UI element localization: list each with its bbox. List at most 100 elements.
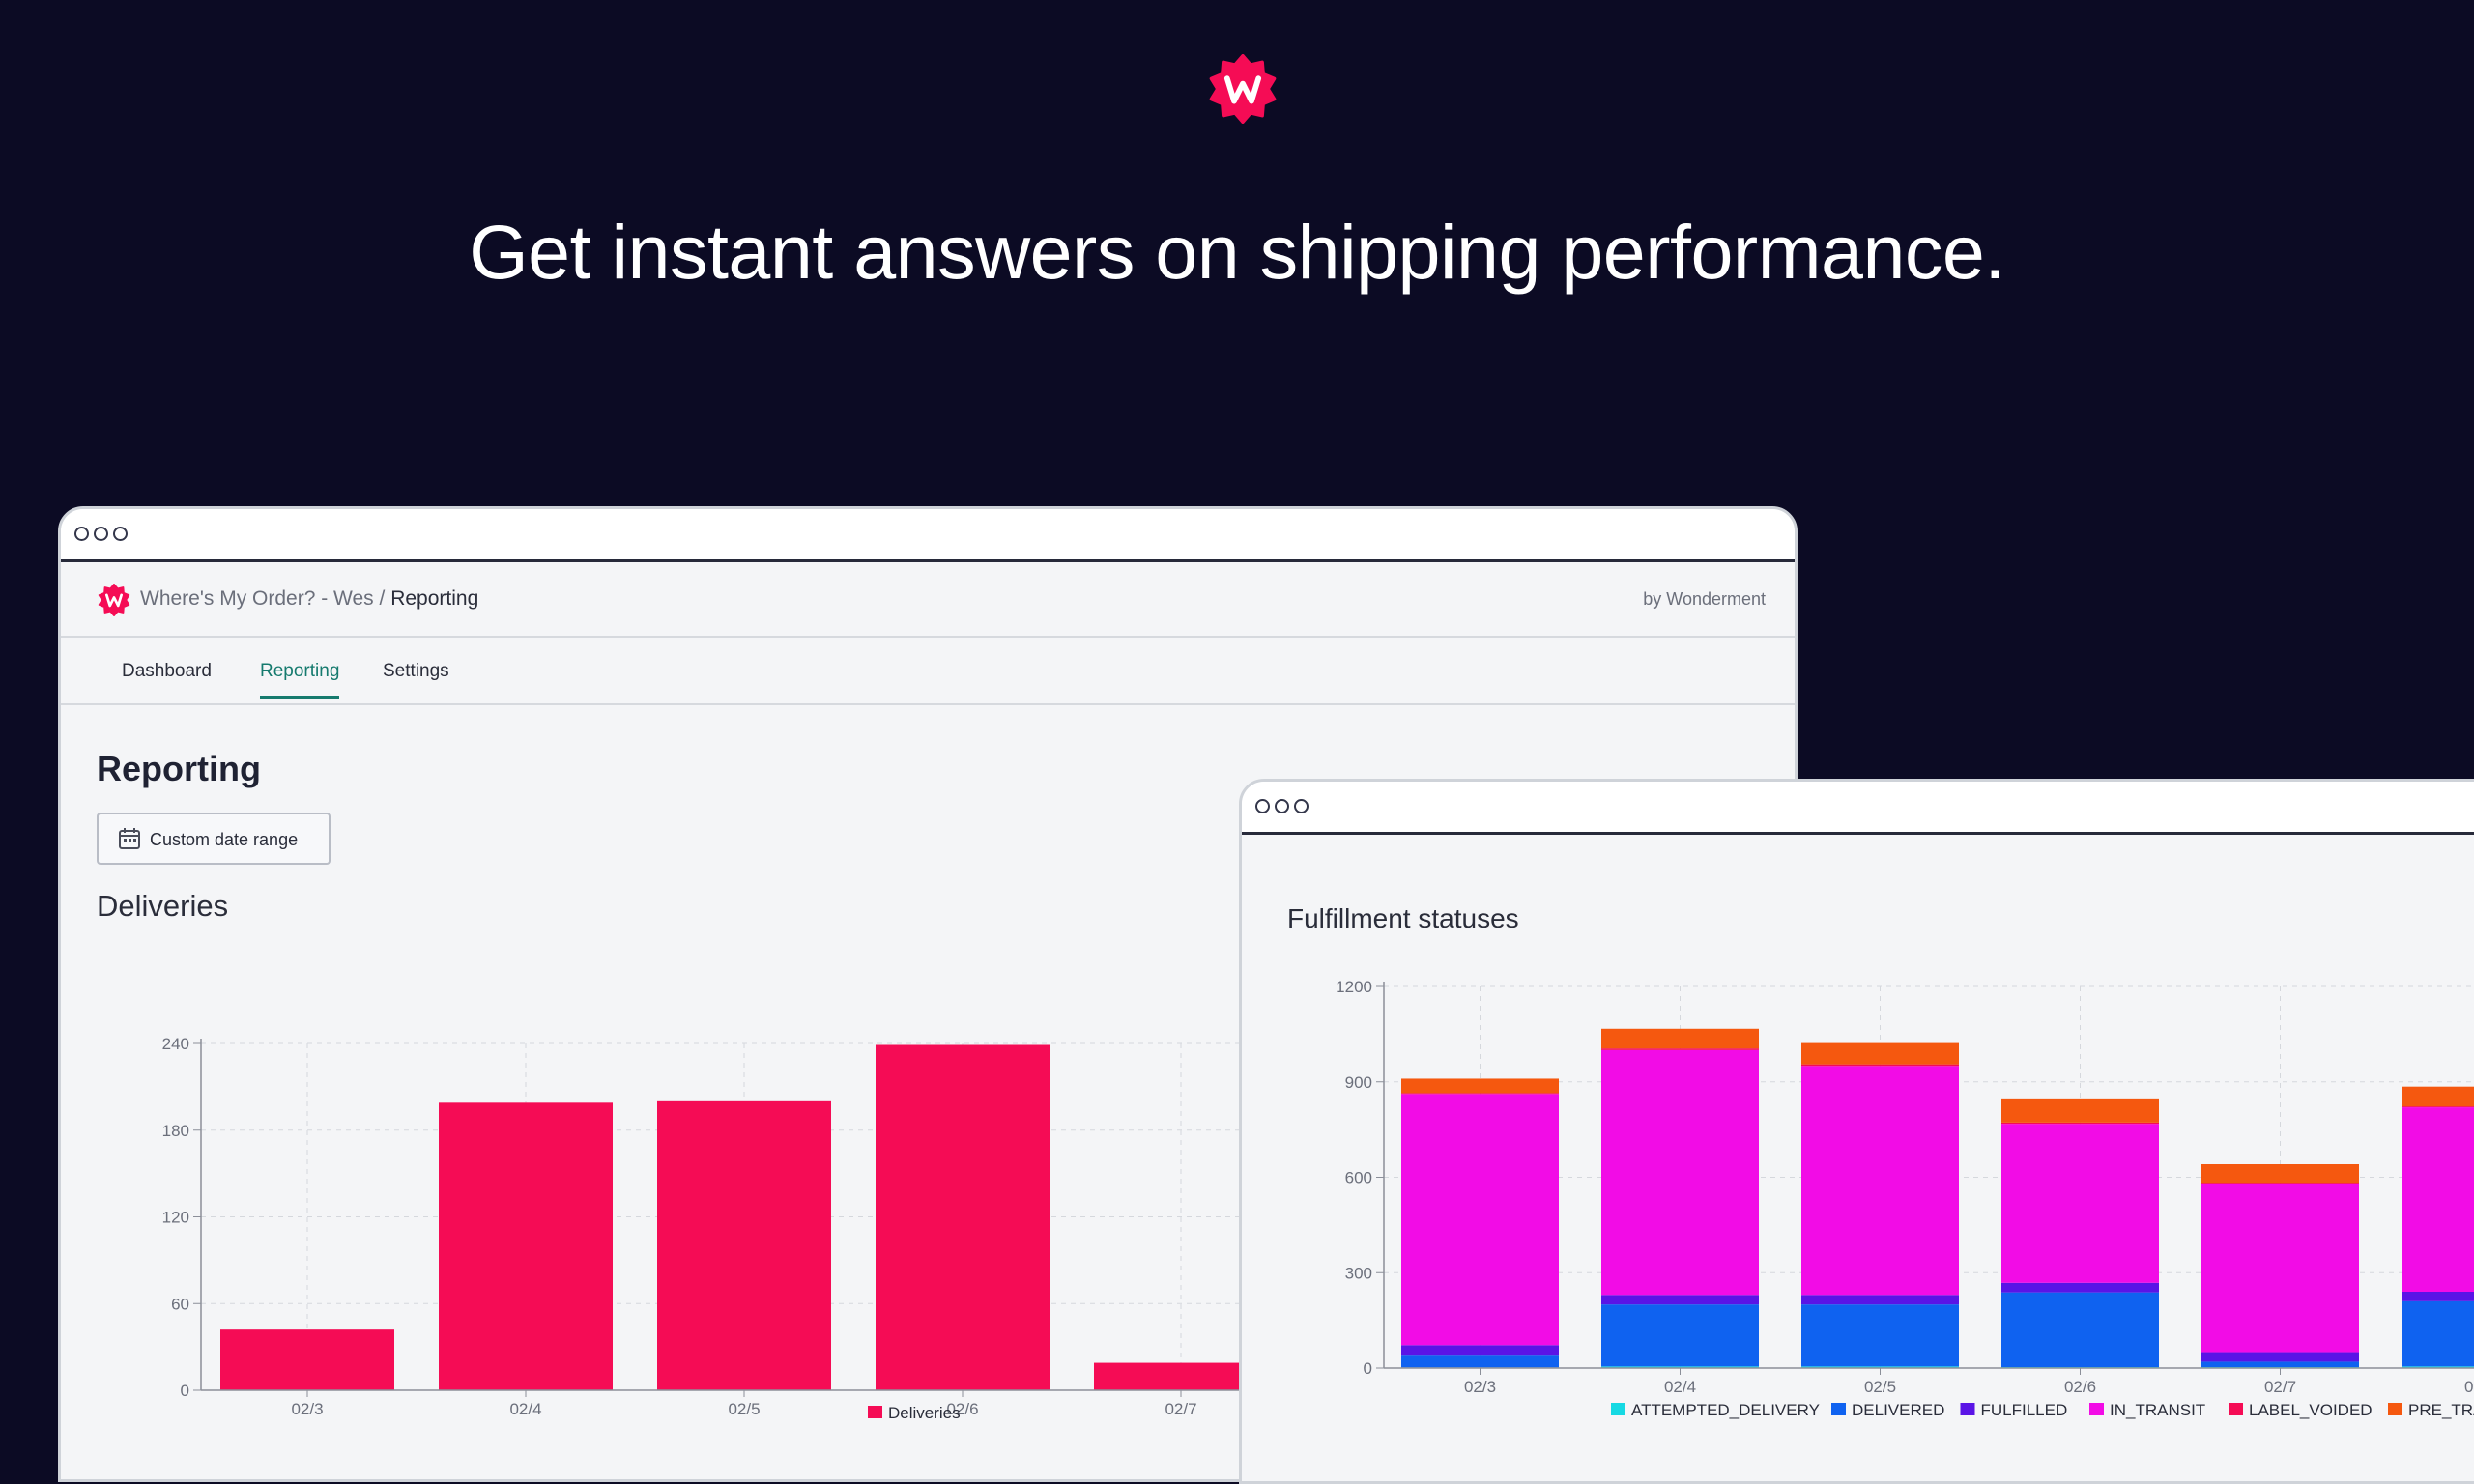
- bar-label-voided: [1401, 1093, 1559, 1095]
- bar-fulfilled: [1601, 1295, 1759, 1305]
- page-title: Reporting: [97, 749, 261, 788]
- x-tick-label: 02/6: [946, 1400, 978, 1418]
- legend-swatch: [1831, 1403, 1846, 1415]
- legend-swatch: [2229, 1403, 2243, 1415]
- tab-bar: Dashboard Reporting Settings: [61, 638, 1795, 705]
- window-dot-minimize[interactable]: [94, 527, 108, 541]
- bar-deliveries: [657, 1100, 831, 1390]
- breadcrumb-separator: /: [379, 587, 386, 610]
- deliveries-chart-title: Deliveries: [97, 889, 229, 923]
- breadcrumb-current: Reporting: [390, 587, 479, 610]
- breadcrumb: Where's My Order? - Wes / Reporting: [140, 587, 478, 611]
- bar-delivered: [1401, 1355, 1559, 1368]
- bar-fulfilled: [2402, 1292, 2474, 1301]
- bar-delivered: [1601, 1304, 1759, 1367]
- bar-fulfilled: [2001, 1282, 2159, 1293]
- bar-attempted-delivery: [1601, 1366, 1759, 1368]
- bar-attempted-delivery: [1801, 1366, 1959, 1368]
- tab-dashboard[interactable]: Dashboard: [122, 661, 212, 681]
- y-tick-label: 1200: [1336, 978, 1372, 996]
- y-tick-label: 900: [1345, 1073, 1372, 1092]
- y-tick-label: 300: [1345, 1264, 1372, 1282]
- bar-attempted-delivery: [2402, 1366, 2474, 1368]
- window-dot-close[interactable]: [74, 527, 89, 541]
- bar-label-voided: [2001, 1122, 2159, 1125]
- window-dot-maximize[interactable]: [1294, 799, 1309, 813]
- x-tick-label: 02/6: [2064, 1378, 2096, 1396]
- legend-label: ATTEMPTED_DELIVERY: [1631, 1401, 1820, 1419]
- bar-pre-transit: [1401, 1078, 1559, 1094]
- fulfillment-window: Fulfillment statuses 0 300 600 900 1200 02/3 0…: [1239, 779, 2474, 1484]
- fulfillment-chart: 0 300 600 900 1200 02/3 02/4 02/5 02/6 02/7 02/8 AT…: [1336, 978, 2474, 1419]
- bar-label-voided: [1601, 1048, 1759, 1050]
- wonderment-logo-icon: [1209, 54, 1277, 124]
- x-tick-label: 02/3: [1464, 1378, 1496, 1396]
- legend-label: FULFILLED: [1981, 1401, 2068, 1419]
- bar-pre-transit: [2402, 1086, 2474, 1107]
- bar-delivered: [2001, 1292, 2159, 1368]
- y-tick-label: 120: [162, 1209, 189, 1227]
- window-titlebar: [1242, 782, 2474, 835]
- legend-swatch: [1960, 1403, 1975, 1415]
- tab-settings[interactable]: Settings: [383, 661, 449, 681]
- window-dot-minimize[interactable]: [1275, 799, 1289, 813]
- x-tick-label: 02/7: [2264, 1378, 2296, 1396]
- bar-label-voided: [1801, 1064, 1959, 1067]
- legend-swatch: [2388, 1403, 2402, 1415]
- x-tick-label: 02/3: [291, 1400, 323, 1418]
- y-tick-label: 0: [1364, 1359, 1372, 1378]
- bar-in-transit: [2001, 1124, 2159, 1283]
- y-tick-label: 60: [171, 1295, 189, 1313]
- legend-label: IN_TRANSIT: [2110, 1401, 2205, 1419]
- deliveries-chart: 0 60 120 180 240 02/3 02/4 02/5 02/6 02/7 Deliveri…: [162, 1035, 1795, 1422]
- legend-label: DELIVERED: [1852, 1401, 1944, 1419]
- byline[interactable]: by Wonderment: [1643, 589, 1766, 609]
- breadcrumb-app[interactable]: Where's My Order? - Wes: [140, 587, 374, 610]
- legend-label: LABEL_VOIDED: [2249, 1401, 2373, 1419]
- fulfillment-chart-title: Fulfillment statuses: [1287, 903, 1519, 933]
- bar-pre-transit: [2001, 1098, 2159, 1123]
- y-tick-label: 240: [162, 1035, 189, 1053]
- x-tick-label: 02/8: [2464, 1378, 2474, 1396]
- x-tick-label: 02/5: [728, 1400, 760, 1418]
- legend-label: Deliveries: [888, 1404, 961, 1422]
- bar-in-transit: [1401, 1094, 1559, 1346]
- legend-swatch: [1611, 1403, 1625, 1415]
- window-titlebar: [61, 509, 1795, 562]
- legend-swatch: [868, 1406, 882, 1418]
- bar-delivered: [2402, 1300, 2474, 1367]
- calendar-icon: [119, 828, 140, 849]
- wonderment-logo-icon: [98, 584, 130, 616]
- date-range-label: Custom date range: [150, 830, 299, 849]
- bar-label-voided: [2402, 1106, 2474, 1108]
- window-dot-maximize[interactable]: [113, 527, 128, 541]
- hero-headline: Get instant answers on shipping performa…: [469, 209, 2005, 295]
- tab-reporting[interactable]: Reporting: [260, 661, 340, 699]
- bar-deliveries: [439, 1102, 613, 1390]
- bar-delivered: [1801, 1304, 1959, 1367]
- bar-in-transit: [2201, 1184, 2359, 1353]
- custom-date-range-button[interactable]: Custom date range: [97, 813, 331, 865]
- bar-fulfilled: [1801, 1295, 1959, 1305]
- bar-deliveries: [876, 1044, 1050, 1390]
- y-tick-label: 0: [181, 1382, 189, 1400]
- y-tick-label: 600: [1345, 1169, 1372, 1187]
- bar-fulfilled: [2201, 1352, 2359, 1362]
- x-tick-label: 02/4: [1664, 1378, 1696, 1396]
- bar-in-transit: [2402, 1107, 2474, 1292]
- bar-pre-transit: [2201, 1164, 2359, 1184]
- legend-label: PRE_TRANSIT: [2408, 1401, 2474, 1419]
- bar-in-transit: [1801, 1066, 1959, 1296]
- x-tick-label: 02/7: [1165, 1400, 1196, 1418]
- y-tick-label: 180: [162, 1122, 189, 1140]
- bar-pre-transit: [1801, 1042, 1959, 1065]
- bar-pre-transit: [1601, 1028, 1759, 1049]
- app-header: Where's My Order? - Wes / Reporting by W…: [61, 562, 1795, 638]
- x-tick-label: 02/4: [509, 1400, 541, 1418]
- bar-label-voided: [2201, 1183, 2359, 1184]
- bar-delivered: [2201, 1361, 2359, 1368]
- window-dot-close[interactable]: [1255, 799, 1270, 813]
- x-tick-label: 02/5: [1864, 1378, 1896, 1396]
- legend-swatch: [2089, 1403, 2104, 1415]
- bar-in-transit: [1601, 1049, 1759, 1296]
